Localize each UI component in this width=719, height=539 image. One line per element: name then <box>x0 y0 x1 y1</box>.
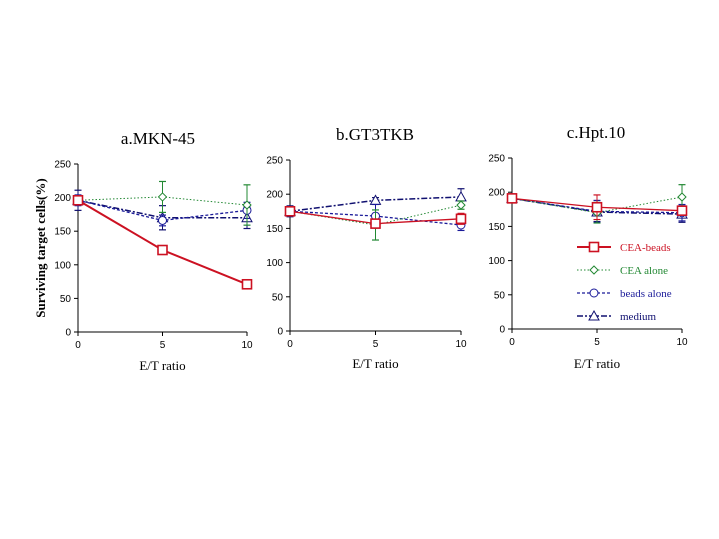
x-axis-label: E/T ratio <box>574 356 620 371</box>
series-line <box>511 196 683 214</box>
y-tick-label: 150 <box>488 222 505 233</box>
y-tick-label: 0 <box>65 328 71 339</box>
data-point <box>506 193 518 204</box>
legend-label: beads alone <box>620 288 672 300</box>
y-tick-label: 250 <box>488 154 505 165</box>
data-point <box>157 192 168 202</box>
y-tick-label: 50 <box>272 292 284 303</box>
y-tick-label: 150 <box>266 224 283 235</box>
x-tick-label: 10 <box>455 339 467 350</box>
legend-entry-beads-alone: beads alone <box>577 288 672 300</box>
data-point <box>242 200 252 210</box>
y-tick-label: 0 <box>277 327 283 338</box>
data-point <box>370 218 381 229</box>
panel-title: c.Hpt.10 <box>567 123 626 142</box>
panel-title: b.GT3TKB <box>336 125 414 144</box>
legend-label: CEA-beads <box>620 242 671 254</box>
panel-b: b.GT3TKB E/T ratio 0 50 100 150 200 250 0 5 10 <box>266 125 467 371</box>
y-tick-label: 100 <box>54 260 71 271</box>
x-tick-label: 10 <box>676 337 688 348</box>
y-tick-label: 200 <box>54 193 71 204</box>
x-tick-label: 5 <box>594 337 600 348</box>
x-tick-label: 10 <box>241 340 253 351</box>
legend-swatch-marker <box>588 241 600 253</box>
x-tick-label: 0 <box>75 340 81 351</box>
x-tick-label: 5 <box>373 339 379 350</box>
legend-label: CEA alone <box>620 265 668 277</box>
data-point <box>72 194 84 206</box>
legend-label: medium <box>620 311 656 323</box>
legend: CEA-beads CEA alone beads alone medium <box>577 241 672 323</box>
legend-swatch-marker <box>589 288 599 298</box>
panel-title: a.MKN-45 <box>121 129 195 148</box>
series-cea-beads <box>72 194 253 290</box>
panel-c: c.Hpt.10 E/T ratio 0 50 100 150 200 250 0 5 10 <box>488 123 688 371</box>
y-tick-label: 50 <box>494 290 506 301</box>
legend-entry-cea-alone: CEA alone <box>577 265 668 277</box>
y-axis-label: Surviving target cells(%) <box>33 178 48 317</box>
x-axis-label: E/T ratio <box>352 356 398 371</box>
x-tick-label: 0 <box>287 339 293 350</box>
legend-entry-cea-beads: CEA-beads <box>577 241 671 254</box>
legend-entry-medium: medium <box>577 309 656 323</box>
x-tick-label: 5 <box>160 340 166 351</box>
y-tick-label: 250 <box>266 156 283 167</box>
panel-a: a.MKN-45 E/T ratio 0 50 100 150 200 250 0 5 10 <box>54 129 253 373</box>
data-point <box>676 205 688 216</box>
data-point <box>456 200 466 210</box>
legend-swatch-marker <box>588 309 600 321</box>
data-point <box>591 201 603 213</box>
y-tick-label: 100 <box>488 256 505 267</box>
data-point <box>455 213 467 225</box>
data-point <box>157 244 168 256</box>
data-point <box>158 215 167 225</box>
x-axis-label: E/T ratio <box>139 358 185 373</box>
y-tick-label: 200 <box>266 190 283 201</box>
data-point <box>677 192 687 202</box>
y-tick-label: 50 <box>60 294 72 305</box>
data-point <box>241 278 253 290</box>
y-tick-label: 100 <box>266 258 283 269</box>
data-point <box>284 206 296 217</box>
series-cea-beads <box>284 206 467 229</box>
y-tick-label: 200 <box>488 188 505 199</box>
y-tick-label: 250 <box>54 160 71 171</box>
y-tick-label: 0 <box>499 325 505 336</box>
series-cea-beads <box>506 193 688 221</box>
legend-swatch-marker <box>589 265 599 275</box>
x-tick-label: 0 <box>509 337 515 348</box>
y-tick-label: 150 <box>54 227 71 238</box>
